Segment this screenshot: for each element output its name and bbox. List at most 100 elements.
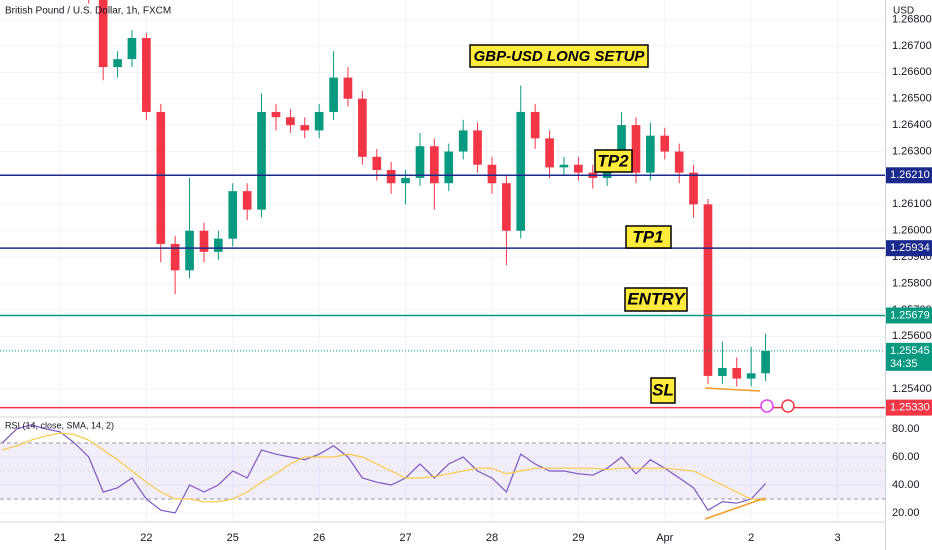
x-tick-label: Apr xyxy=(656,532,673,544)
candle-body xyxy=(732,368,742,379)
candle-body xyxy=(430,146,439,184)
candle-body xyxy=(530,111,540,139)
rsi-line xyxy=(2,432,766,503)
y-tick-label: 1.25800 xyxy=(892,277,932,289)
annotation: TP2 xyxy=(594,149,633,173)
candle-body xyxy=(545,138,554,168)
candle-body xyxy=(559,164,569,168)
y-tick-label: 60.00 xyxy=(892,451,920,463)
candle-body xyxy=(746,373,756,379)
candle-body xyxy=(674,151,684,173)
candle-body xyxy=(631,125,641,173)
level-badge xyxy=(886,399,932,416)
candle-body xyxy=(228,191,238,239)
candle-body xyxy=(358,98,367,157)
y-tick-label: 1.26800 xyxy=(892,13,932,25)
countdown: 34:35 xyxy=(890,358,918,370)
y-tick-label: 20.00 xyxy=(892,507,920,519)
candle-body xyxy=(473,130,482,165)
candle-body xyxy=(343,77,353,99)
x-tick-label: 3 xyxy=(835,532,841,544)
candle-body xyxy=(257,111,266,210)
candle-body xyxy=(242,191,252,210)
candle-body xyxy=(271,111,281,118)
x-tick-label: 22 xyxy=(140,532,152,544)
y-tick-label: 1.26700 xyxy=(892,40,932,52)
candle-body xyxy=(703,204,713,376)
level-badge xyxy=(886,240,932,257)
symbol-title: British Pound / U.S. Dollar, 1h, FXCM xyxy=(5,6,171,17)
y-tick-label: 1.25600 xyxy=(892,330,932,342)
candle-body xyxy=(170,243,180,271)
annotation-text: SL xyxy=(652,380,674,399)
level-badge xyxy=(886,167,932,184)
candle-body xyxy=(98,0,108,68)
event-icon[interactable] xyxy=(781,399,795,413)
candle-body xyxy=(286,117,295,126)
candle-body xyxy=(689,172,698,205)
candle-body xyxy=(127,38,137,60)
level-label: 1.25934 xyxy=(890,242,930,254)
candle-body xyxy=(516,111,526,231)
annotation: ENTRY xyxy=(624,287,688,312)
candle-body xyxy=(487,164,497,184)
candle-body xyxy=(185,230,194,271)
candle-body xyxy=(660,135,670,152)
candle-body xyxy=(502,183,511,231)
candle-body xyxy=(300,125,310,131)
y-tick-label: 1.26500 xyxy=(892,93,932,105)
annotation-text: TP1 xyxy=(632,227,663,246)
annotation-text: TP2 xyxy=(597,151,629,170)
event-icon[interactable] xyxy=(760,399,774,413)
candle-body xyxy=(372,156,382,171)
x-tick-label: 2 xyxy=(748,532,754,544)
candle-body xyxy=(458,130,468,152)
x-tick-label: 27 xyxy=(399,532,411,544)
y-tick-label: 1.26400 xyxy=(892,119,932,131)
candle-body xyxy=(617,125,626,157)
candle-body xyxy=(156,111,166,244)
candle-body xyxy=(386,170,396,184)
y-tick-label: 1.26300 xyxy=(892,145,932,157)
rsi-line xyxy=(1,424,767,514)
candle-body xyxy=(574,164,583,173)
candle-body xyxy=(329,77,338,112)
candle-body xyxy=(214,238,223,252)
candle-body xyxy=(646,135,655,173)
x-tick-label: 26 xyxy=(313,532,325,544)
candle-body xyxy=(718,368,727,376)
x-tick-label: 29 xyxy=(572,532,584,544)
candle-body xyxy=(401,177,410,184)
y-tick-label: 1.26000 xyxy=(892,225,932,237)
level-badge xyxy=(886,307,932,324)
last-price-badge xyxy=(886,342,932,371)
x-tick-label: 28 xyxy=(486,532,498,544)
candle-body xyxy=(761,350,770,374)
annotation-text: GBP-USD LONG SETUP xyxy=(474,48,646,65)
divergence-line xyxy=(704,497,766,520)
rsi-title: RSI (14, close, SMA, 14, 2) xyxy=(5,420,114,430)
currency: USD xyxy=(893,6,914,17)
annotation: TP1 xyxy=(625,225,672,249)
y-tick-label: 1.26100 xyxy=(892,198,932,210)
divergence-line xyxy=(704,387,761,392)
candle-body xyxy=(199,230,209,252)
x-tick-label: 21 xyxy=(54,532,66,544)
candle-body xyxy=(415,146,425,178)
level-label: 1.26210 xyxy=(890,169,930,181)
last-price-label: 1.25545 xyxy=(890,345,930,357)
y-tick-label: 40.00 xyxy=(892,479,920,491)
x-tick-label: 25 xyxy=(227,532,239,544)
level-label: 1.25679 xyxy=(890,309,930,321)
y-tick-label: 1.26600 xyxy=(892,66,932,78)
annotation-text: ENTRY xyxy=(627,289,686,308)
candle-body xyxy=(113,59,122,68)
annotation: GBP-USD LONG SETUP xyxy=(469,44,649,68)
rsi-band xyxy=(0,442,885,499)
candle-body xyxy=(314,111,324,131)
annotation: SL xyxy=(650,377,676,404)
candle-body xyxy=(444,151,454,184)
y-tick-label: 80.00 xyxy=(892,423,920,435)
level-label: 1.25330 xyxy=(890,402,930,414)
